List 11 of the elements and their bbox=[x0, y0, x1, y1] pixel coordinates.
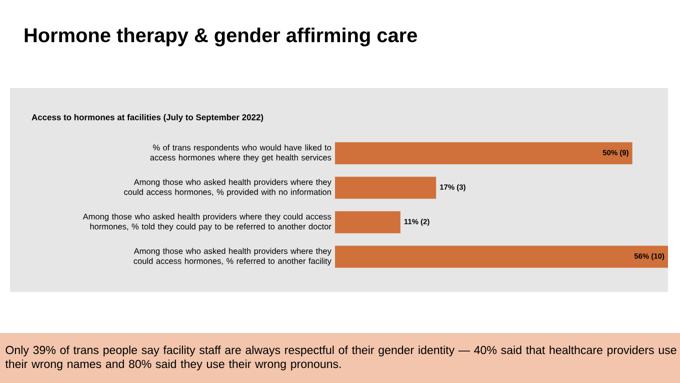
y-tick-label: Among those who asked health providers where they could access hormones, % provided with no information bbox=[124, 178, 332, 197]
text: Only 39% of trans people say facility staff are always respectful of their gender identity — 40% said that healthcare providers use their wrong names and 80% said they use their wrong pronouns. bbox=[5, 346, 676, 370]
y-tick-label: % of trans respondents who would have liked to access hormones where they get health services bbox=[150, 144, 332, 162]
y-tick-label: Among those who asked health providers where they could access hormones, % told they could pay to be referred to another doctor bbox=[82, 213, 332, 232]
text: Access to hormones at facilities (July to September 2022) bbox=[32, 114, 264, 122]
y-tick-label: Among those who asked health providers where they could access hormones, % referred to another facility bbox=[134, 248, 332, 266]
bar bbox=[335, 142, 632, 164]
bar bbox=[335, 246, 668, 268]
bar bbox=[335, 176, 436, 199]
chart-title: Hormone therapy & gender affirming care bbox=[24, 28, 417, 46]
bar bbox=[335, 211, 400, 234]
